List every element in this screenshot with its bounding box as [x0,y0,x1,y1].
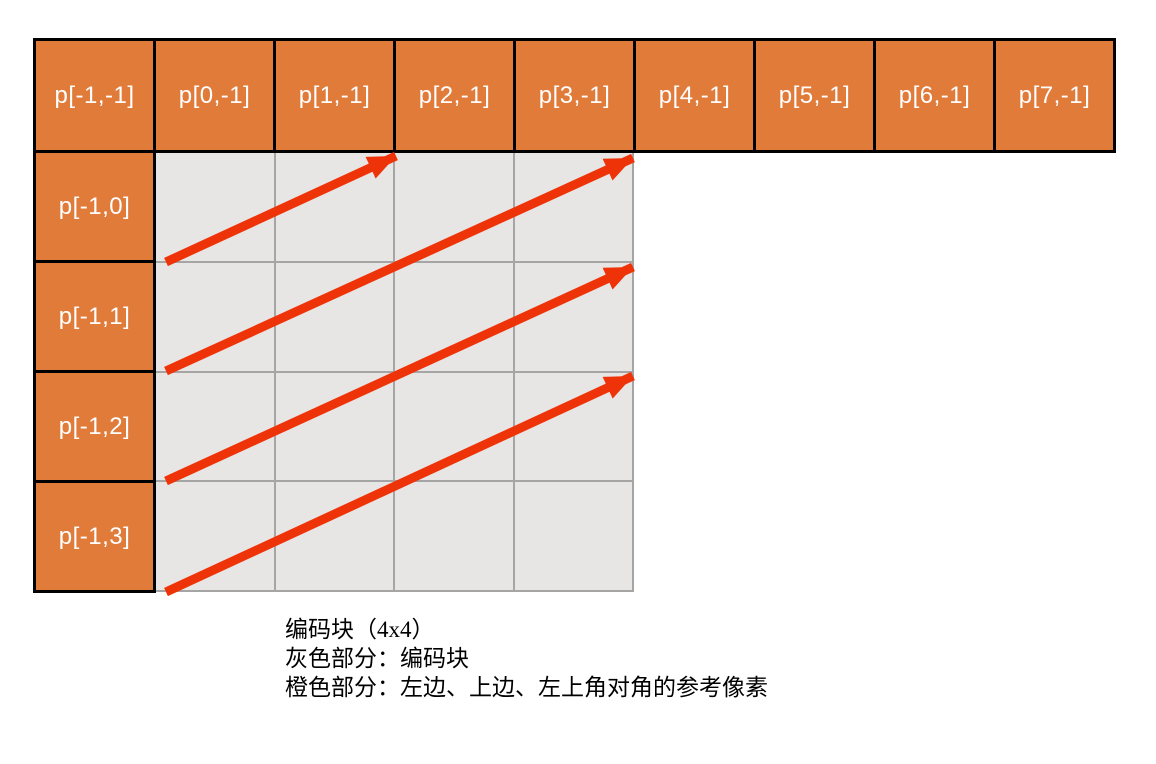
reference-cell-left-2: p[-1,2] [33,370,156,483]
reference-cell-top-2: p[2,-1] [393,38,516,153]
coding-block-cell [275,372,395,483]
top-reference-pixel-row: p[-1,-1] p[0,-1] p[1,-1] p[2,-1] p[3,-1]… [33,38,1116,153]
reference-cell-top-5: p[5,-1] [753,38,876,153]
reference-cell-left-3: p[-1,3] [33,480,156,593]
reference-cell-corner: p[-1,-1] [33,38,156,153]
coding-block-grid [156,153,634,592]
coding-block-cell [156,372,276,483]
caption: 编码块（4x4） 灰色部分：编码块 橙色部分：左边、上边、左上角对角的参考像素 [285,615,768,702]
caption-line-gray-legend: 灰色部分：编码块 [285,646,469,671]
coding-block-cell [395,482,515,592]
coding-block-cell [156,153,276,263]
coding-block-cell [275,262,395,373]
coding-block-cell [514,482,634,592]
coding-block-cell [395,262,515,373]
caption-line-block-size: 编码块（4x4） [285,617,435,642]
coding-block-cell [514,153,634,263]
coding-block-cell [156,482,276,592]
reference-cell-top-1: p[1,-1] [273,38,396,153]
reference-cell-left-0: p[-1,0] [33,150,156,263]
coding-block-cell [395,372,515,483]
reference-cell-top-3: p[3,-1] [513,38,636,153]
reference-cell-left-1: p[-1,1] [33,260,156,373]
coding-block-cell [514,372,634,483]
coding-block-cell [156,262,276,373]
coding-block-cell [514,262,634,373]
caption-line-orange-legend: 橙色部分：左边、上边、左上角对角的参考像素 [285,675,768,700]
reference-cell-top-0: p[0,-1] [153,38,276,153]
coding-block-cell [395,153,515,263]
coding-block-cell [275,153,395,263]
reference-cell-top-7: p[7,-1] [993,38,1116,153]
reference-cell-top-4: p[4,-1] [633,38,756,153]
coding-block-cell [275,482,395,592]
reference-cell-top-6: p[6,-1] [873,38,996,153]
left-reference-pixel-column: p[-1,0] p[-1,1] p[-1,2] p[-1,3] [33,150,156,593]
